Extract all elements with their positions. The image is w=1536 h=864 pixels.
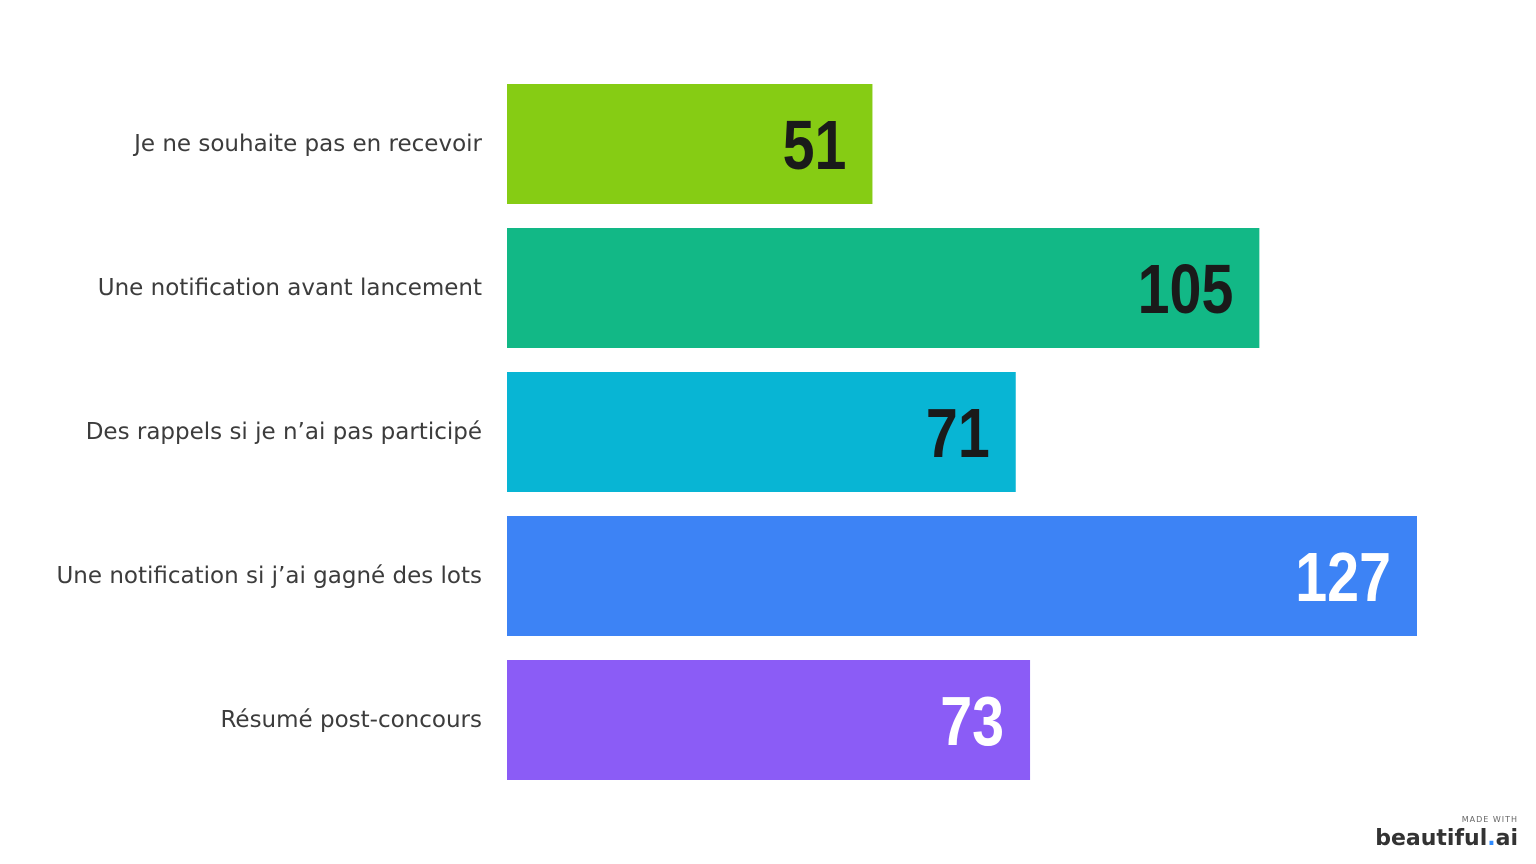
value-label-2: 105 [1138, 250, 1234, 329]
made-with-beautiful-ai-watermark: MADE WITH beautiful.ai [1375, 816, 1518, 850]
logo-suffix: ai [1495, 826, 1518, 851]
value-label-3: 71 [926, 394, 990, 473]
value-label-1: 51 [783, 106, 847, 185]
bar-4 [507, 516, 1417, 636]
value-label-4: 127 [1295, 538, 1391, 617]
bar-1 [507, 84, 873, 204]
category-label-2: Une notification avant lancement [98, 275, 482, 301]
bar-5 [507, 660, 1031, 780]
value-label-5: 73 [940, 682, 1004, 761]
category-label-5: Résumé post-concours [220, 707, 482, 733]
bar-2 [507, 228, 1260, 348]
logo-dot: . [1487, 826, 1496, 851]
category-label-3: Des rappels si je n’ai pas participé [86, 419, 482, 445]
logo-brand-text: beautiful [1375, 826, 1488, 851]
watermark-made-with: MADE WITH [1461, 815, 1518, 824]
beautiful-ai-logo: beautiful.ai [1375, 828, 1518, 850]
bar-3 [507, 372, 1016, 492]
category-label-1: Je ne souhaite pas en recevoir [132, 131, 482, 157]
category-label-4: Une notification si j’ai gagné des lots [56, 563, 482, 589]
